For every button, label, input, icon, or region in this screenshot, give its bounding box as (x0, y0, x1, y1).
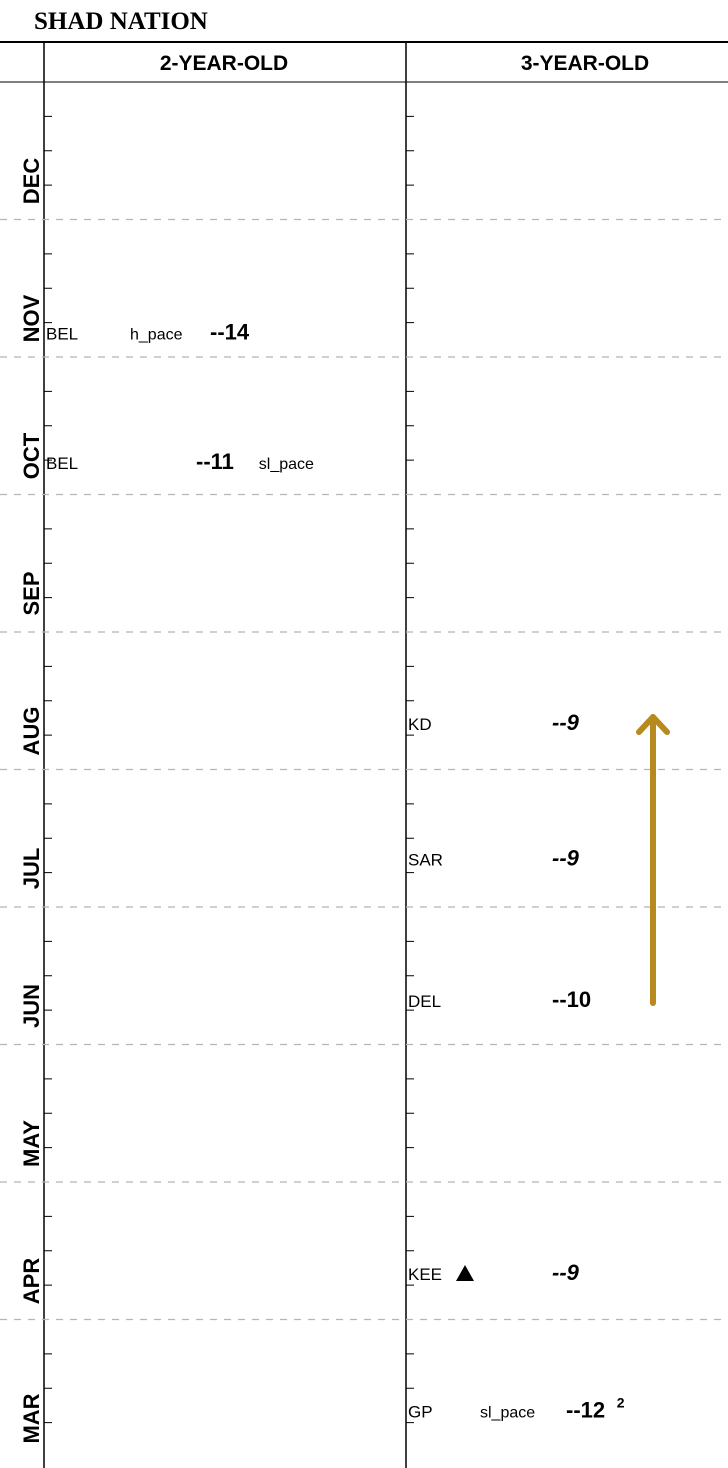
month-label: MAR (19, 1393, 44, 1443)
triangle-icon (456, 1265, 474, 1281)
speed-figure: --11 (196, 449, 234, 474)
speed-figure: --9 (552, 1260, 580, 1285)
arrow-head (636, 714, 670, 735)
track-label: DEL (408, 992, 441, 1011)
entry-row: BEL --11 sl_pace (46, 449, 314, 474)
column-header-2yo: 2-YEAR-OLD (160, 52, 288, 75)
speed-figure: --9 (552, 846, 580, 871)
tick-marks (44, 115, 414, 1424)
month-label: NOV (19, 294, 44, 342)
month-label: JUL (19, 848, 44, 890)
month-label: APR (19, 1258, 44, 1305)
race-entries: BEL h_pace --14 BEL --11 sl_pace KD --9 SAR --9 DE… (46, 320, 625, 1423)
speed-figure: --10 (552, 987, 591, 1012)
chart-title: SHAD NATION (34, 8, 208, 35)
speed-figure: --14 (210, 320, 250, 345)
entry-row: BEL h_pace --14 (46, 320, 250, 345)
pace-label: sl_pace (480, 1405, 535, 1422)
entry-row: DEL --10 (408, 987, 591, 1012)
column-header-3yo: 3-YEAR-OLD (521, 52, 649, 75)
month-label: DEC (19, 158, 44, 205)
month-label: OCT (19, 432, 44, 479)
table-frame (0, 41, 728, 1468)
month-label: MAY (19, 1120, 44, 1167)
speed-figure: --12 (566, 1398, 605, 1423)
month-gridlines (0, 218, 728, 1321)
track-label: SAR (408, 851, 443, 870)
track-label: BEL (46, 325, 78, 344)
month-label: JUN (19, 984, 44, 1028)
track-label: GP (408, 1403, 433, 1422)
entry-row: KEE --9 (408, 1260, 580, 1285)
month-label: SEP (19, 571, 44, 615)
month-labels: DEC NOV OCT SEP AUG JUL JUN MAY APR MAR (19, 158, 44, 1444)
entry-row: GP sl_pace --12 2 (408, 1395, 625, 1423)
track-label: BEL (46, 454, 78, 473)
month-label: AUG (19, 707, 44, 756)
entry-row: SAR --9 (408, 846, 580, 871)
figure-superscript: 2 (617, 1395, 625, 1411)
entry-row: KD --9 (408, 710, 580, 735)
pace-label: sl_pace (259, 456, 314, 473)
track-label: KEE (408, 1265, 442, 1284)
pace-label: h_pace (130, 327, 183, 344)
track-label: KD (408, 715, 432, 734)
speed-figure: --9 (552, 710, 580, 735)
trend-arrow (636, 714, 670, 1006)
